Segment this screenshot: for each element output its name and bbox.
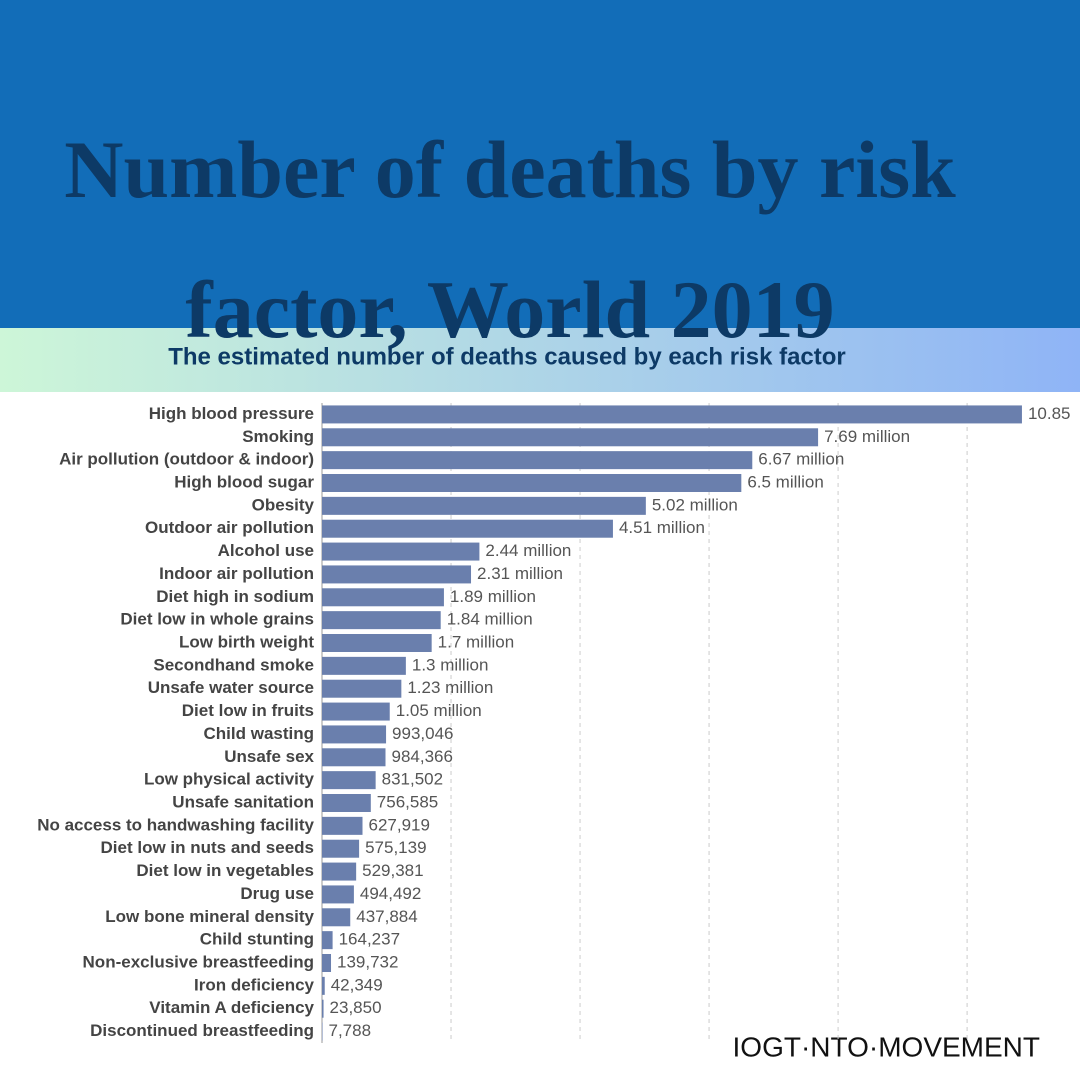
bar	[322, 405, 1022, 424]
bar	[322, 885, 354, 904]
bar	[322, 679, 402, 698]
value-label: 1.3 million	[412, 655, 489, 674]
value-label: 4.51 million	[619, 518, 705, 537]
value-label: 7.69 million	[824, 427, 910, 446]
value-label: 164,237	[339, 930, 400, 949]
bar	[322, 428, 819, 447]
y-tick-label: Alcohol use	[218, 541, 314, 560]
bar	[322, 954, 332, 972]
y-tick-label: Low birth weight	[179, 632, 314, 651]
value-label: 1.23 million	[407, 678, 493, 697]
bar	[322, 771, 376, 790]
y-tick-label: High blood sugar	[174, 472, 314, 491]
value-label: 437,884	[356, 907, 417, 926]
bar	[322, 565, 472, 584]
value-label: 1.89 million	[450, 587, 536, 606]
value-label: 2.44 million	[485, 541, 571, 560]
value-label: 6.5 million	[747, 472, 824, 491]
value-label: 10.85	[1028, 404, 1071, 423]
bar	[322, 976, 325, 995]
bar	[322, 794, 371, 812]
bar	[322, 451, 753, 470]
y-tick-label: High blood pressure	[149, 404, 314, 423]
bar	[322, 588, 444, 607]
value-label: 575,139	[365, 838, 426, 857]
y-tick-label: Iron deficiency	[194, 975, 315, 994]
bar	[322, 839, 360, 858]
y-tick-label: Low physical activity	[144, 770, 315, 789]
bar	[322, 931, 333, 950]
y-tick-label: Diet low in fruits	[182, 701, 314, 720]
bar	[322, 862, 357, 881]
value-label: 7,788	[329, 1021, 372, 1040]
y-tick-label: Unsafe sex	[224, 747, 314, 766]
value-label: 139,732	[337, 952, 398, 971]
value-label: 42,349	[331, 975, 383, 994]
bar	[322, 908, 351, 927]
bar	[322, 542, 480, 561]
bar	[322, 748, 386, 767]
value-label: 627,919	[369, 815, 430, 834]
value-label: 993,046	[392, 724, 453, 743]
chart-title: Number of deaths by risk factor, World 2…	[64, 124, 956, 355]
y-tick-label: Vitamin A deficiency	[149, 998, 314, 1017]
y-tick-label: Secondhand smoke	[153, 655, 314, 674]
value-label: 1.84 million	[447, 610, 533, 629]
y-tick-label: Air pollution (outdoor & indoor)	[59, 450, 314, 469]
bar	[322, 611, 441, 630]
y-tick-label: Diet high in sodium	[156, 587, 314, 606]
value-label: 831,502	[382, 770, 443, 789]
y-tick-label: Discontinued breastfeeding	[90, 1021, 314, 1040]
bar	[322, 999, 324, 1018]
bar	[322, 496, 646, 515]
value-label: 756,585	[377, 792, 438, 811]
y-tick-label: Outdoor air pollution	[145, 518, 314, 537]
subtitle: The estimated number of deaths caused by…	[168, 343, 846, 370]
value-label: 2.31 million	[477, 564, 563, 583]
value-label: 984,366	[392, 747, 453, 766]
y-tick-label: Smoking	[242, 427, 314, 446]
y-tick-label: Non-exclusive breastfeeding	[83, 952, 314, 971]
value-label: 5.02 million	[652, 495, 738, 514]
bar	[322, 519, 613, 538]
bar	[322, 656, 406, 675]
y-tick-label: Drug use	[240, 884, 314, 903]
bar	[322, 634, 432, 652]
y-tick-label: Low bone mineral density	[105, 907, 314, 926]
y-tick-label: Diet low in nuts and seeds	[101, 838, 314, 857]
bar	[322, 816, 363, 835]
bar	[322, 702, 390, 721]
bar	[322, 1022, 323, 1041]
value-label: 6.67 million	[758, 450, 844, 469]
y-tick-label: Unsafe sanitation	[172, 792, 314, 811]
y-tick-label: Obesity	[252, 495, 315, 514]
value-label: 1.05 million	[396, 701, 482, 720]
value-label: 23,850	[330, 998, 382, 1017]
y-tick-label: Child wasting	[204, 724, 315, 743]
value-label: 1.7 million	[438, 632, 515, 651]
y-tick-label: Unsafe water source	[148, 678, 314, 697]
subtitle-band	[0, 328, 1080, 392]
y-tick-label: Child stunting	[200, 930, 314, 949]
bar	[322, 474, 742, 492]
bar	[322, 725, 387, 744]
value-label: 494,492	[360, 884, 421, 903]
value-label: 529,381	[362, 861, 423, 880]
y-tick-label: Indoor air pollution	[159, 564, 314, 583]
footer-logo: IOGT·NTO·MOVEMENT	[733, 1031, 1040, 1062]
y-tick-label: Diet low in vegetables	[136, 861, 314, 880]
y-tick-label: No access to handwashing facility	[37, 815, 314, 834]
header-background	[0, 0, 1080, 328]
y-tick-label: Diet low in whole grains	[120, 610, 314, 629]
